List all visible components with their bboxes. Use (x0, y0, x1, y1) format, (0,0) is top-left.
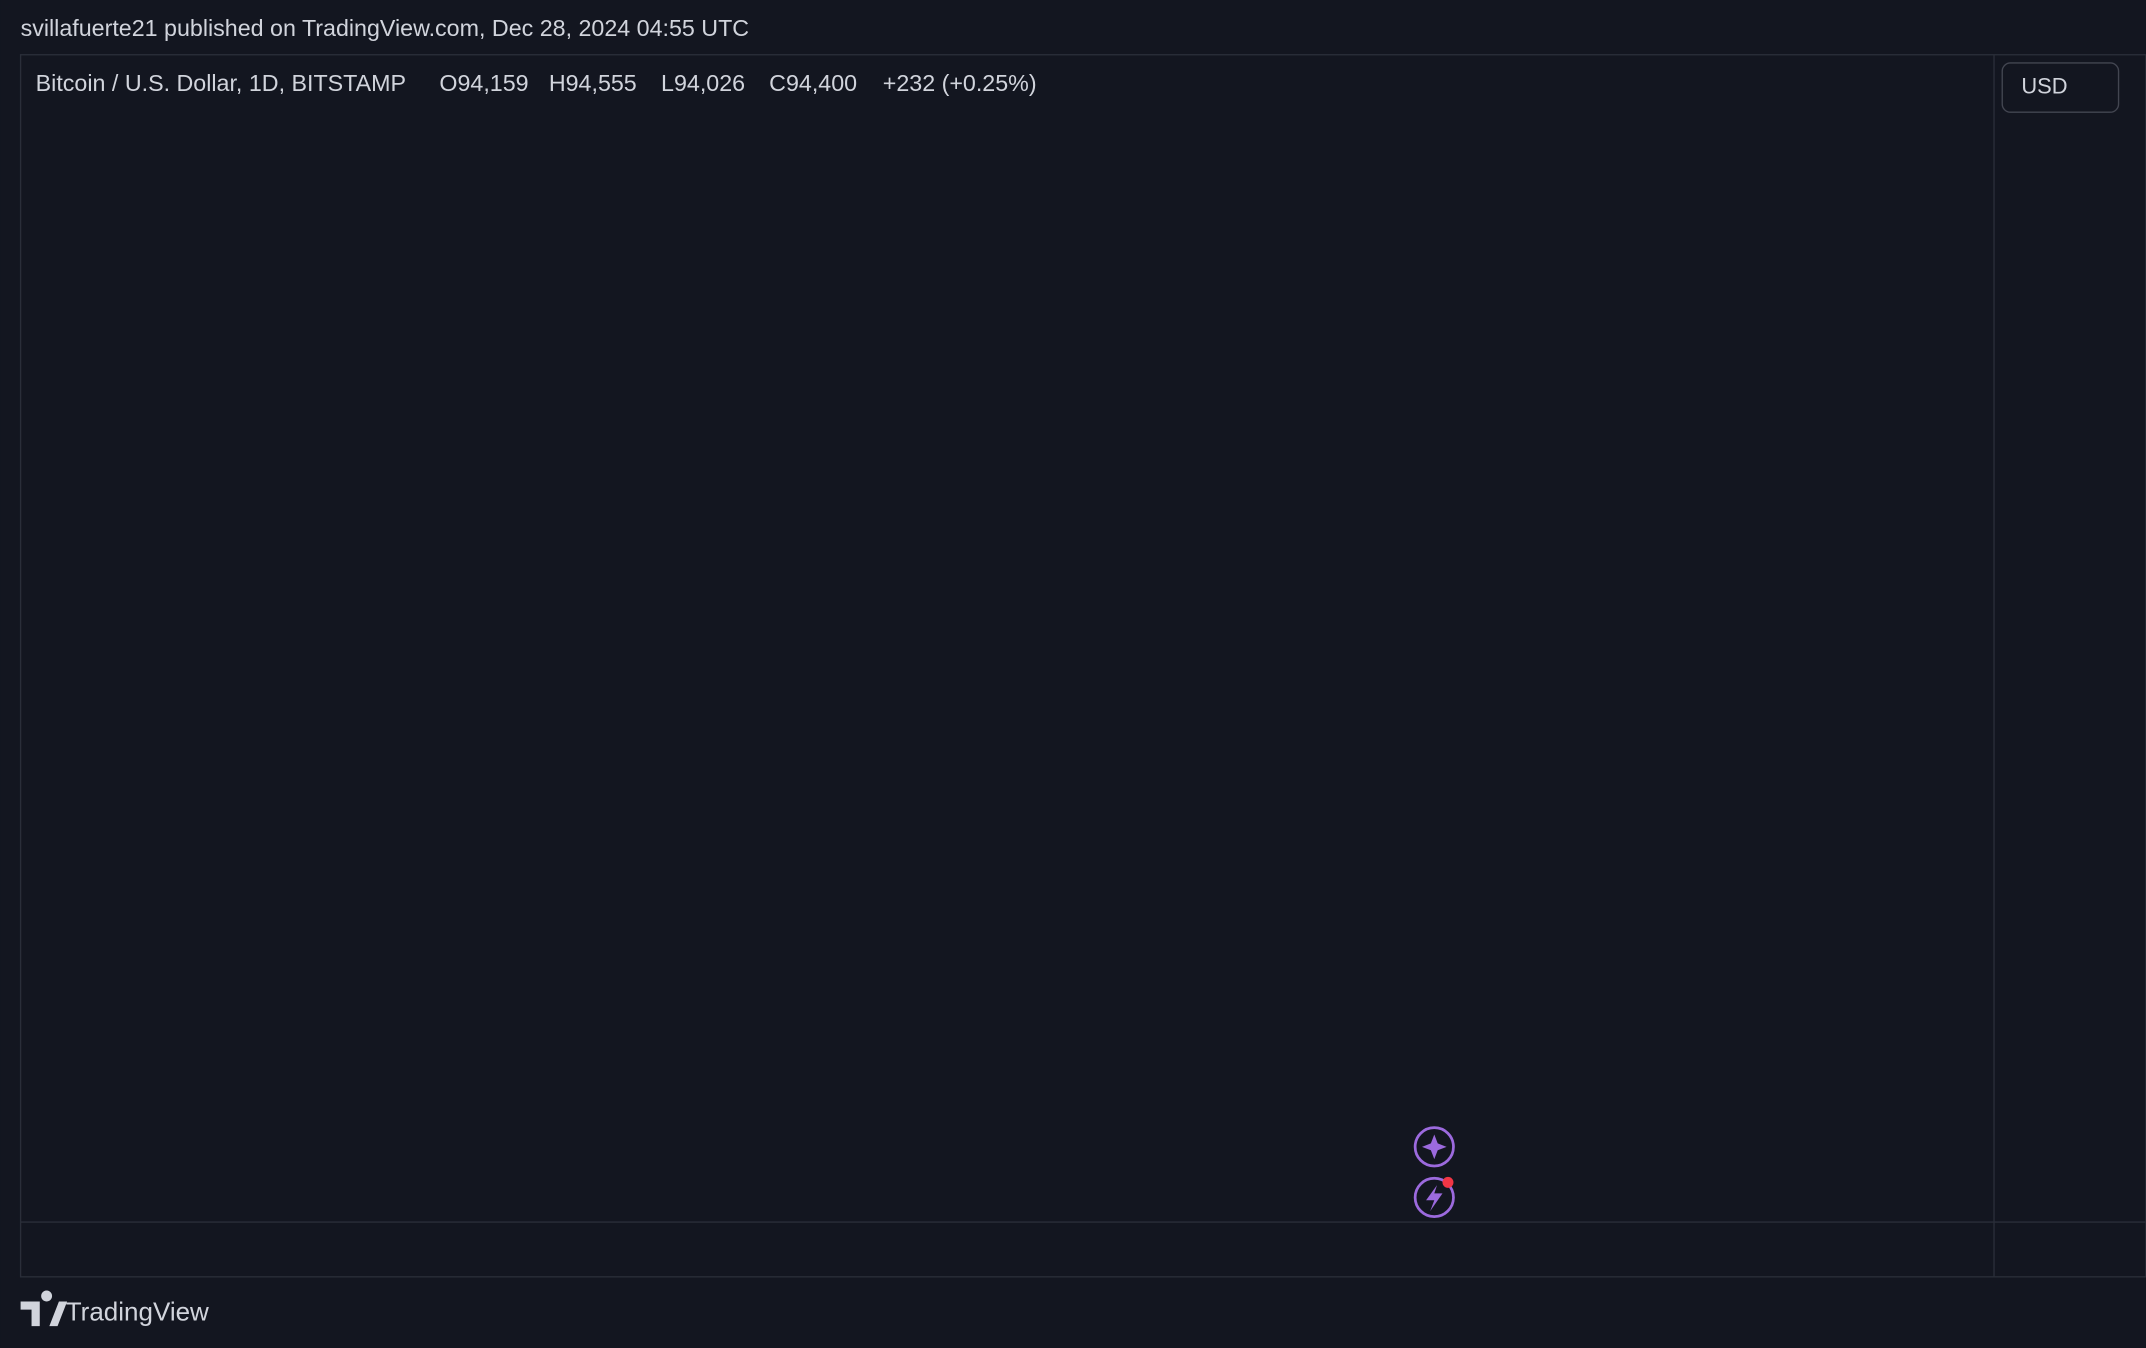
alerts-icon[interactable] (1413, 1176, 1455, 1218)
bolt-glyph (1426, 1185, 1443, 1212)
change: +232 (+0.25%) (883, 70, 1037, 96)
ohlc-open: O94,159 (439, 70, 528, 96)
attribution: svillafuerte21 published on TradingView.… (21, 15, 750, 41)
assistant-icon[interactable] (1413, 1126, 1455, 1168)
brand: TradingView (66, 1297, 209, 1327)
currency[interactable]: USD (2021, 73, 2067, 98)
notification-dot (1442, 1176, 1454, 1188)
sparkle-glyph (1421, 1134, 1447, 1160)
currency-button[interactable] (2001, 62, 2120, 113)
brand-logo (20, 1290, 68, 1327)
ohlc-low: L94,026 (661, 70, 745, 96)
symbol: Bitcoin / U.S. Dollar, 1D, BITSTAMP (36, 70, 406, 96)
ohlc-close: C94,400 (769, 70, 857, 96)
ohlc-high: H94,555 (549, 70, 637, 96)
